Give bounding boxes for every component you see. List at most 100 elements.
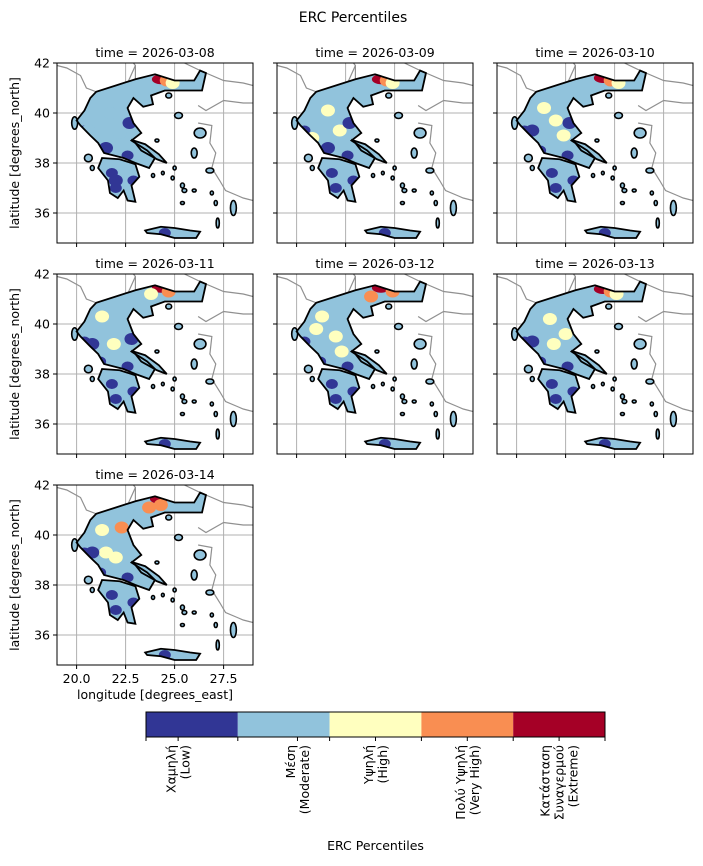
axes-frame xyxy=(276,273,474,455)
island xyxy=(411,399,417,404)
island xyxy=(172,376,177,382)
island xyxy=(645,167,655,174)
neighbor-border xyxy=(417,310,473,323)
island xyxy=(150,383,156,390)
panel-content xyxy=(57,274,253,454)
patch-category-3 xyxy=(364,290,379,303)
island xyxy=(209,401,215,407)
island xyxy=(309,164,316,172)
island xyxy=(399,411,406,417)
island xyxy=(205,589,215,596)
island xyxy=(181,609,188,616)
island xyxy=(154,349,160,354)
y-axis-label: latitude [degrees_north] xyxy=(7,288,22,440)
island xyxy=(390,386,396,392)
ytick-label: 42 xyxy=(34,478,50,493)
island xyxy=(170,597,176,603)
coastline-euboea xyxy=(130,560,168,586)
island xyxy=(154,560,160,565)
island xyxy=(229,199,238,217)
island xyxy=(172,165,177,171)
island xyxy=(179,182,186,189)
colorbar-tick-label: (Extreme) xyxy=(566,745,581,807)
island xyxy=(604,92,613,99)
island xyxy=(380,381,386,387)
coastline-mainland xyxy=(295,69,428,170)
region-mainland xyxy=(516,281,646,379)
island xyxy=(205,167,215,174)
island xyxy=(160,170,166,176)
island xyxy=(374,138,380,143)
island xyxy=(401,398,408,405)
island xyxy=(290,326,299,342)
axes-frame xyxy=(276,62,474,244)
island xyxy=(181,398,188,405)
island xyxy=(619,182,626,189)
coastline-peloponnese xyxy=(97,579,141,625)
patch-low xyxy=(549,183,562,193)
coastline-peloponnese xyxy=(537,157,581,203)
island xyxy=(411,188,417,193)
ytick-label: 40 xyxy=(34,317,50,332)
patch-category-2 xyxy=(320,104,335,117)
patch-category-0 xyxy=(525,335,540,348)
island xyxy=(655,217,661,229)
map-panel: time = 2026-03-08 36 38 40 42 latitude [degre… xyxy=(7,45,254,247)
neighbor-border xyxy=(197,99,253,112)
axes-frame xyxy=(496,273,694,455)
coastline-euboea xyxy=(130,138,168,164)
colorbar-label: ERC Percentiles xyxy=(327,838,424,853)
island xyxy=(645,378,655,385)
island xyxy=(70,115,79,131)
neighbor-border xyxy=(198,544,253,624)
island xyxy=(413,127,427,139)
island xyxy=(633,338,647,350)
island xyxy=(594,138,600,143)
island xyxy=(290,115,299,131)
island xyxy=(370,383,376,390)
island xyxy=(410,147,418,159)
patch-low xyxy=(549,394,562,404)
colorbar-tick-label: Χαμηλή xyxy=(164,745,179,793)
island xyxy=(510,326,519,342)
patch-category-2 xyxy=(546,338,561,350)
island xyxy=(209,190,215,196)
patch-category-2 xyxy=(328,330,343,343)
patch-category-1 xyxy=(112,127,127,139)
island xyxy=(510,115,519,131)
neighbor-border xyxy=(645,283,693,298)
colorbar-segment xyxy=(329,712,422,737)
coastline-mainland xyxy=(75,280,208,381)
neighbor-border xyxy=(132,485,136,502)
panel-title: time = 2026-03-11 xyxy=(95,256,214,271)
panel-title: time = 2026-03-09 xyxy=(315,45,434,60)
island xyxy=(649,401,655,407)
patch-low xyxy=(325,379,338,389)
island xyxy=(401,187,408,194)
coastline-mainland xyxy=(295,280,428,381)
map-panel: time = 2026-03-10 xyxy=(493,45,694,247)
island xyxy=(83,364,94,374)
island xyxy=(215,428,221,440)
greece-land xyxy=(510,70,678,238)
patch-category-2 xyxy=(106,338,121,350)
coastline-mainland xyxy=(515,69,648,170)
patch-category-0 xyxy=(85,546,100,559)
colorbar-tick-label: Πολύ Υψηλή xyxy=(453,745,468,820)
neighbor-border xyxy=(645,72,693,87)
patch-category-2 xyxy=(144,288,159,300)
island xyxy=(425,378,435,385)
island xyxy=(215,217,221,229)
island xyxy=(449,410,458,428)
colorbar-tick-label: (High) xyxy=(375,745,390,783)
coastline-peloponnese xyxy=(537,368,581,414)
coastline-euboea xyxy=(570,138,608,164)
coastline-crete xyxy=(143,647,202,661)
island xyxy=(433,410,439,418)
island xyxy=(213,199,219,207)
patch-low xyxy=(329,394,342,404)
coastline-crete xyxy=(583,225,642,239)
ytick-label: 42 xyxy=(34,56,50,71)
island xyxy=(179,200,186,206)
patch-category-0 xyxy=(525,124,540,137)
